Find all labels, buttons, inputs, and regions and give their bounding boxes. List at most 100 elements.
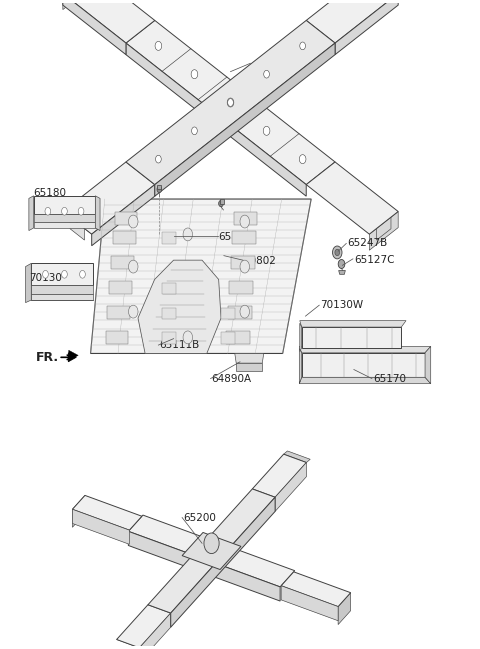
Polygon shape [126,20,335,184]
Polygon shape [128,515,295,587]
Polygon shape [117,605,171,648]
Polygon shape [252,454,306,497]
Polygon shape [72,509,129,545]
Polygon shape [115,212,137,225]
Polygon shape [31,285,93,293]
Polygon shape [227,331,250,344]
Polygon shape [25,263,31,302]
Text: 65180: 65180 [34,188,67,198]
Polygon shape [300,347,431,353]
Circle shape [219,201,223,207]
Polygon shape [162,332,176,344]
Polygon shape [229,282,253,294]
Polygon shape [34,221,96,228]
Polygon shape [70,217,84,240]
Polygon shape [72,495,142,530]
Circle shape [155,42,162,51]
Text: 65127C: 65127C [354,254,395,265]
Text: 65170: 65170 [373,374,406,384]
Polygon shape [232,231,256,244]
Polygon shape [220,199,224,204]
Polygon shape [300,323,301,352]
Circle shape [204,533,219,554]
Polygon shape [63,206,99,234]
Polygon shape [369,212,398,251]
Circle shape [240,260,250,273]
Circle shape [80,271,85,278]
Polygon shape [281,586,338,620]
Polygon shape [228,306,252,319]
Circle shape [129,260,138,273]
Text: 65165: 65165 [219,232,252,242]
Polygon shape [31,293,93,300]
Polygon shape [284,451,310,463]
Polygon shape [376,217,391,240]
Circle shape [61,271,67,278]
Circle shape [333,246,342,259]
Polygon shape [339,271,345,275]
Polygon shape [155,43,335,196]
Text: FR.: FR. [36,351,59,364]
Polygon shape [301,353,425,377]
Polygon shape [34,214,96,221]
Circle shape [157,186,162,193]
Text: 65130B: 65130B [257,58,297,68]
Polygon shape [63,0,92,10]
Polygon shape [113,231,136,244]
Polygon shape [231,256,255,269]
Circle shape [183,331,192,344]
Text: 65200: 65200 [183,513,216,522]
Polygon shape [63,0,155,43]
Polygon shape [281,572,351,607]
Circle shape [43,271,48,278]
Polygon shape [300,321,406,327]
Text: 65247B: 65247B [347,238,387,249]
Polygon shape [235,354,264,363]
Polygon shape [300,349,301,384]
Polygon shape [139,613,171,649]
Polygon shape [171,497,275,627]
Circle shape [300,42,305,50]
Polygon shape [72,495,85,528]
Circle shape [192,127,197,135]
Polygon shape [96,196,100,230]
Polygon shape [31,263,93,285]
Text: 65111B: 65111B [159,340,200,350]
Polygon shape [221,332,235,344]
Polygon shape [34,196,96,214]
Circle shape [300,154,306,164]
Polygon shape [306,162,398,234]
Polygon shape [108,306,130,319]
Polygon shape [117,636,143,648]
Text: 40802: 40802 [244,256,276,267]
Circle shape [129,305,138,318]
Circle shape [61,208,67,215]
Circle shape [240,215,250,228]
Circle shape [264,70,269,78]
Circle shape [156,155,161,163]
Text: 70130W: 70130W [320,300,363,310]
Polygon shape [157,185,161,190]
Polygon shape [306,0,398,43]
Circle shape [338,260,345,269]
Circle shape [335,249,340,256]
Polygon shape [301,327,401,348]
Polygon shape [236,363,262,371]
Polygon shape [126,43,306,196]
Circle shape [191,69,198,79]
Polygon shape [338,593,351,624]
Polygon shape [162,308,176,319]
Polygon shape [182,532,241,570]
Circle shape [78,208,84,215]
Polygon shape [221,308,235,319]
Polygon shape [275,463,306,511]
Circle shape [227,98,234,107]
Polygon shape [109,282,132,294]
Text: 70130: 70130 [29,273,62,282]
Polygon shape [128,532,280,601]
Polygon shape [162,283,176,294]
Circle shape [129,215,138,228]
Polygon shape [106,331,128,344]
Polygon shape [91,199,311,354]
Circle shape [240,305,250,318]
